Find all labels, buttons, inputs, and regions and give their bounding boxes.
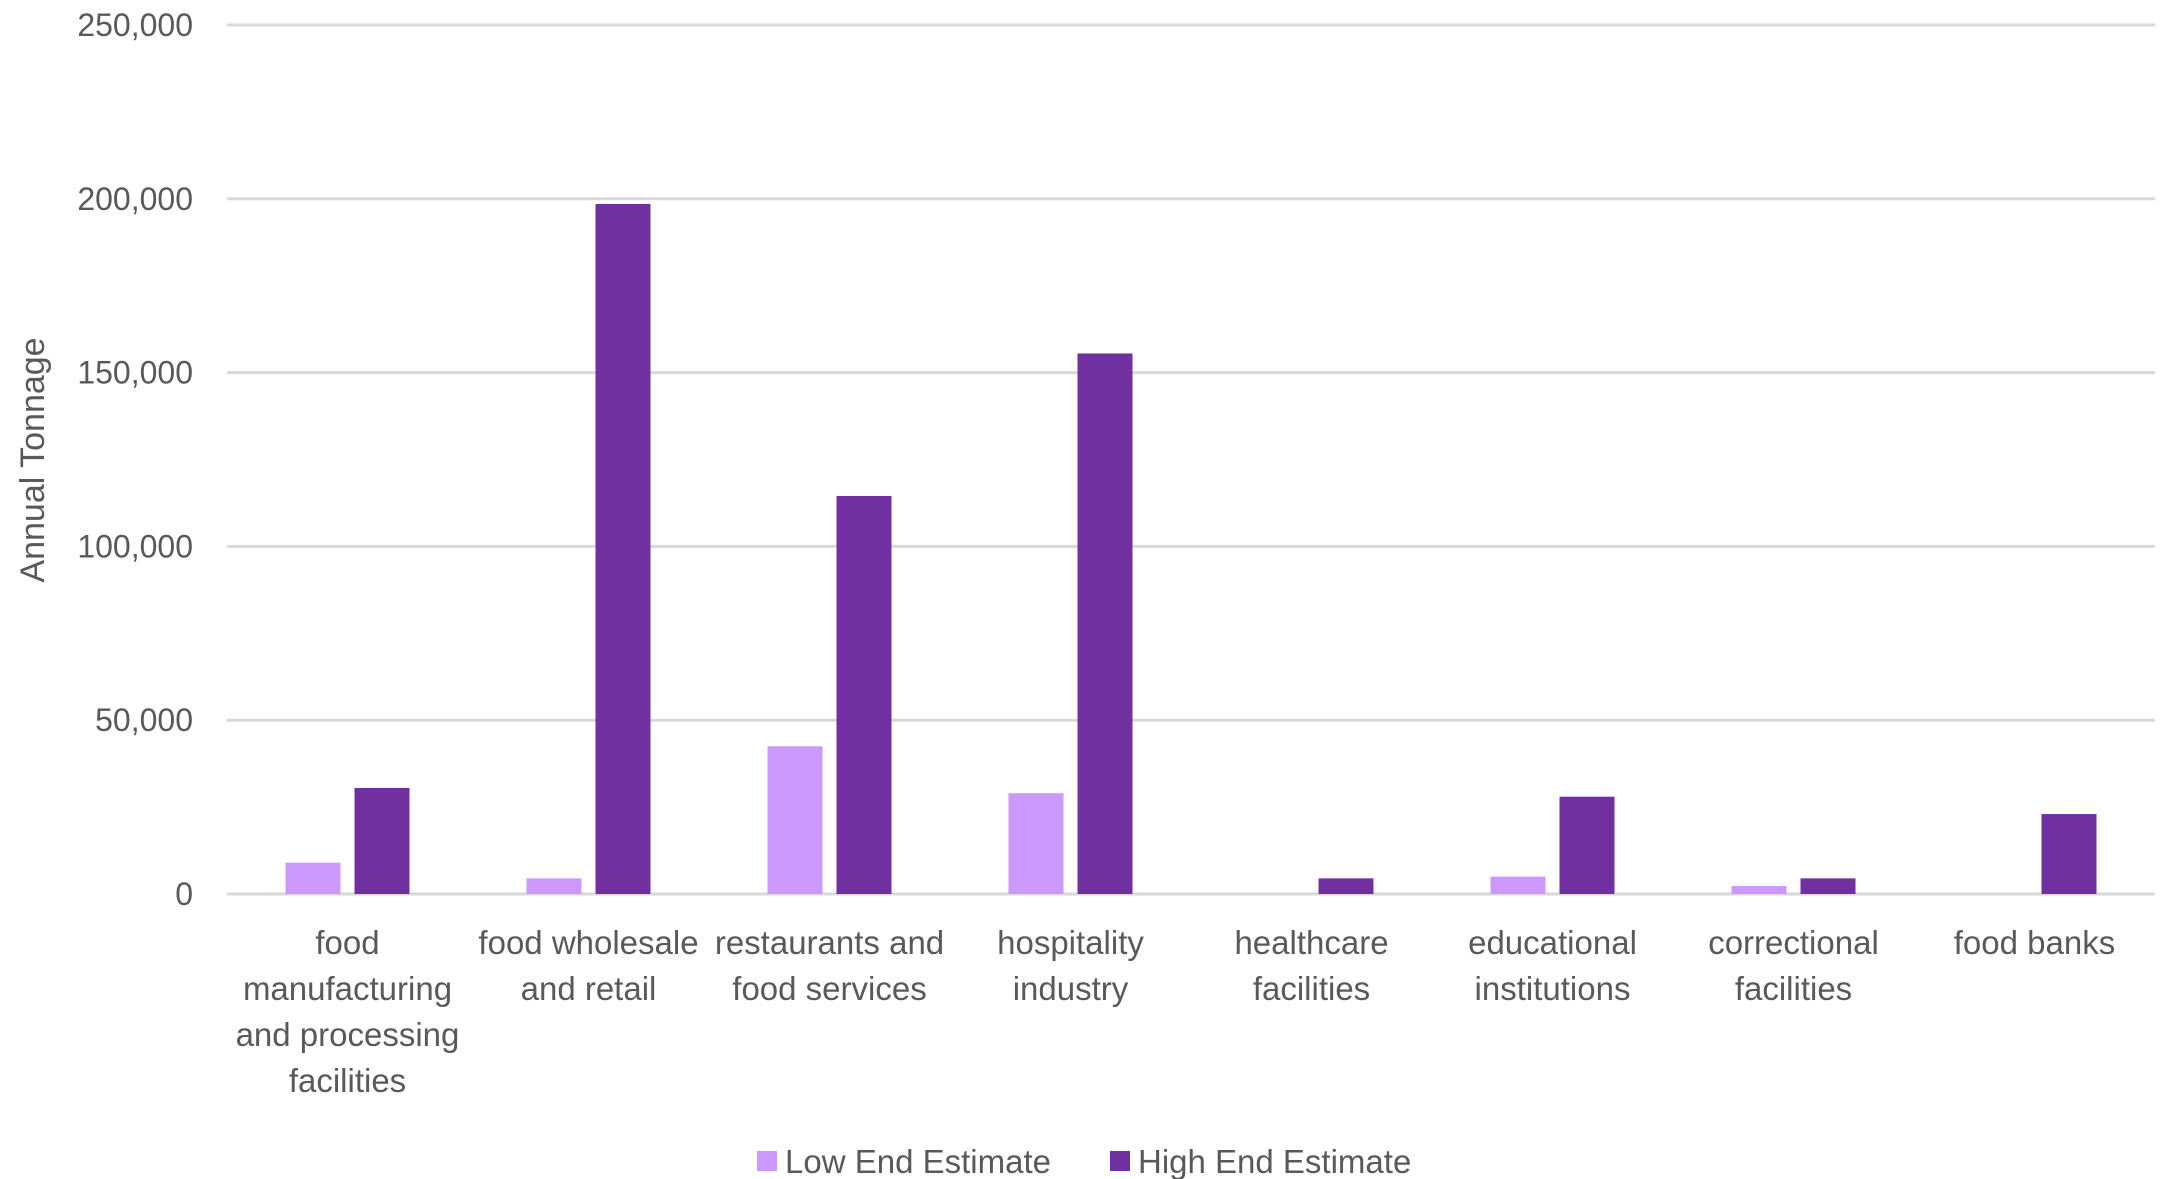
bar-high-estimate bbox=[1559, 796, 1615, 894]
x-category-label: facilities bbox=[289, 1062, 406, 1099]
y-tick-label: 100,000 bbox=[77, 528, 193, 564]
x-category-label: manufacturing bbox=[243, 970, 452, 1007]
bar-low-estimate bbox=[526, 878, 582, 894]
x-category-label: healthcare bbox=[1234, 924, 1388, 961]
y-axis-title: Annual Tonnage bbox=[14, 337, 52, 582]
bar-high-estimate bbox=[1800, 878, 1856, 894]
bar-low-estimate bbox=[1008, 793, 1064, 894]
bar-high-estimate bbox=[1077, 353, 1133, 894]
bar-high-estimate bbox=[1318, 878, 1374, 894]
legend-swatch bbox=[757, 1151, 777, 1171]
x-category-label: institutions bbox=[1475, 970, 1631, 1007]
bar-high-estimate bbox=[836, 495, 892, 894]
legend: Low End Estimate High End Estimate bbox=[757, 1143, 1411, 1179]
bar-low-estimate bbox=[767, 746, 823, 894]
bar-high-estimate bbox=[595, 204, 651, 894]
legend-label: Low End Estimate bbox=[785, 1143, 1051, 1179]
y-tick-label: 50,000 bbox=[95, 702, 193, 738]
legend-label: High End Estimate bbox=[1138, 1143, 1411, 1179]
x-category-label: facilities bbox=[1735, 970, 1852, 1007]
x-category-label: food services bbox=[732, 970, 926, 1007]
bar-high-estimate bbox=[2041, 814, 2097, 894]
bar-low-estimate bbox=[1731, 886, 1787, 894]
x-category-label: hospitality bbox=[997, 924, 1144, 961]
x-category-label: correctional bbox=[1708, 924, 1879, 961]
x-category-label: food bbox=[315, 924, 379, 961]
y-tick-label: 150,000 bbox=[77, 355, 193, 391]
x-category-label: facilities bbox=[1253, 970, 1370, 1007]
y-tick-label: 200,000 bbox=[77, 181, 193, 217]
y-axis-ticks: 0 50,000 100,000 150,000 200,000 250,000 bbox=[77, 7, 193, 912]
x-axis-categories: food manufacturing and processing facilitie… bbox=[236, 924, 2116, 1099]
bar-low-estimate bbox=[285, 862, 341, 894]
x-category-label: food wholesale bbox=[478, 924, 698, 961]
bar-low-estimate bbox=[1490, 876, 1546, 894]
gridlines bbox=[227, 23, 2155, 896]
x-category-label: food banks bbox=[1954, 924, 2115, 961]
x-category-label: educational bbox=[1468, 924, 1637, 961]
x-category-label: industry bbox=[1013, 970, 1129, 1007]
bars bbox=[285, 204, 2097, 894]
y-tick-label: 0 bbox=[175, 876, 193, 912]
x-category-label: and retail bbox=[521, 970, 657, 1007]
legend-swatch bbox=[1110, 1151, 1130, 1171]
bar-high-estimate bbox=[354, 787, 410, 894]
x-category-label: and processing bbox=[236, 1016, 460, 1053]
x-category-label: restaurants and bbox=[715, 924, 944, 961]
y-tick-label: 250,000 bbox=[77, 7, 193, 43]
